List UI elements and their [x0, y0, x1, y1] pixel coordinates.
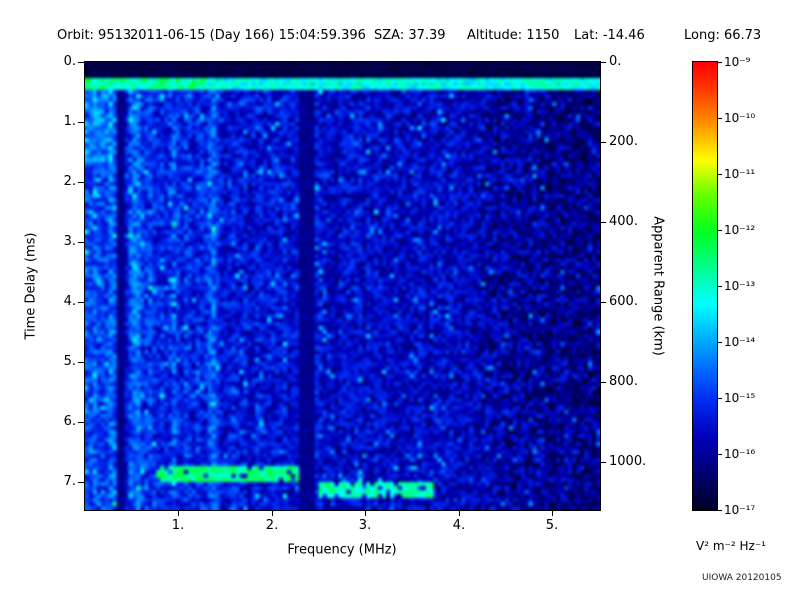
y2-tick-label: 400.: [609, 214, 638, 229]
x-tick-label: 1.: [171, 518, 185, 533]
x-axis-tick: [459, 510, 460, 516]
y2-tick-label: 0.: [609, 54, 622, 69]
colorbar-tick: [718, 174, 722, 175]
x-axis-tick: [365, 510, 366, 516]
lat-value: Lat: -14.46: [574, 28, 645, 43]
y2-axis-tick: [600, 382, 606, 383]
x-tick-label: 2.: [265, 518, 279, 533]
long-value: Long: 66.73: [684, 28, 762, 43]
x-axis-tick: [178, 510, 179, 516]
x-tick-label: 5.: [545, 518, 559, 533]
y2-axis-tick: [600, 462, 606, 463]
colorbar-tick: [718, 118, 722, 119]
y-tick-label: 4.: [63, 294, 76, 309]
colorbar-tick: [718, 342, 722, 343]
y-tick-label: 1.: [63, 114, 76, 129]
y2-axis-tick: [600, 142, 606, 143]
y-axis-tick: [78, 422, 84, 423]
colorbar-tick-label: 10⁻¹⁷: [724, 503, 756, 517]
x-tick-label: 4.: [452, 518, 466, 533]
colorbar-tick: [718, 454, 722, 455]
sza-value: SZA: 37.39: [374, 28, 446, 43]
colorbar-unit-label: V² m⁻² Hz⁻¹: [696, 539, 766, 553]
colorbar-tick-label: 10⁻¹⁵: [724, 391, 756, 405]
y2-tick-label: 800.: [609, 374, 638, 389]
colorbar-tick: [718, 286, 722, 287]
y-axis-title: Time Delay (ms): [23, 232, 39, 340]
colorbar-tick-label: 10⁻¹⁴: [724, 335, 756, 349]
colorbar-tick: [718, 510, 722, 511]
colorbar-tick-label: 10⁻¹¹: [724, 167, 756, 181]
colorbar-tick: [718, 230, 722, 231]
y2-axis-title: Apparent Range (km): [650, 216, 666, 356]
colorbar-gradient: [692, 61, 718, 511]
colorbar-tick-label: 10⁻⁹: [724, 55, 751, 69]
y-tick-label: 6.: [63, 414, 76, 429]
datetime-value: 2011-06-15 (Day 166) 15:04:59.396: [130, 28, 366, 43]
x-axis-tick: [552, 510, 553, 516]
y-axis-tick: [78, 302, 84, 303]
y-axis-tick: [78, 182, 84, 183]
colorbar-tick-label: 10⁻¹²: [724, 223, 756, 237]
y-axis-tick: [78, 122, 84, 123]
altitude-value: Altitude: 1150: [467, 28, 560, 43]
credit-text: UIOWA 20120105: [702, 573, 782, 583]
y2-tick-label: 600.: [609, 294, 638, 309]
x-tick-label: 3.: [358, 518, 372, 533]
colorbar-tick: [718, 398, 722, 399]
spectrogram-canvas: [85, 62, 600, 510]
y2-axis-tick: [600, 222, 606, 223]
colorbar-tick-label: 10⁻¹⁶: [724, 447, 756, 461]
y2-tick-label: 200.: [609, 134, 638, 149]
y-axis-tick: [78, 242, 84, 243]
colorbar-tick-label: 10⁻¹⁰: [724, 111, 756, 125]
y-axis-tick: [78, 482, 84, 483]
y-tick-label: 5.: [63, 354, 76, 369]
y-axis-tick: [78, 362, 84, 363]
x-axis-title: Frequency (MHz): [287, 542, 397, 558]
y-tick-label: 0.: [63, 54, 76, 69]
colorbar-tick-label: 10⁻¹³: [724, 279, 756, 293]
y-tick-label: 7.: [63, 474, 76, 489]
y-axis-tick: [78, 62, 84, 63]
y2-axis-tick: [600, 302, 606, 303]
orbit-value: Orbit: 9513: [57, 28, 132, 43]
x-axis-tick: [272, 510, 273, 516]
y-tick-label: 2.: [63, 174, 76, 189]
y2-tick-label: 1000.: [609, 454, 647, 469]
y-tick-label: 3.: [63, 234, 76, 249]
colorbar-tick: [718, 62, 722, 63]
y2-axis-tick: [600, 62, 606, 63]
